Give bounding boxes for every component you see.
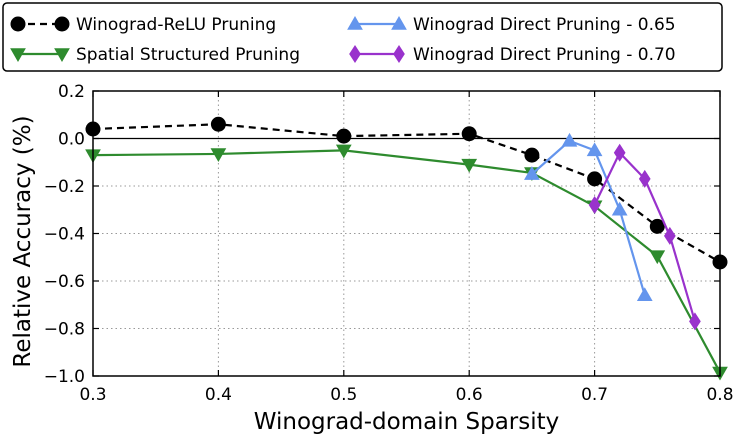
legend-item-2: Spatial Structured Pruning — [10, 45, 300, 65]
data-point — [336, 128, 352, 144]
legend-item-3: Winograd Direct Pruning - 0.65 — [347, 15, 676, 35]
legend-marker — [54, 48, 70, 63]
legend-marker — [349, 45, 361, 63]
y-tick-label: 0.2 — [58, 82, 85, 102]
series-2 — [85, 144, 728, 381]
data-point — [461, 126, 477, 142]
data-point — [335, 144, 352, 159]
x-tick-label: 0.7 — [581, 385, 608, 405]
series-line — [92, 123, 721, 263]
legend-marker — [391, 15, 407, 30]
data-point — [613, 143, 626, 162]
series-line — [92, 149, 721, 373]
y-tick-label: −0.8 — [44, 320, 85, 340]
legend-marker — [347, 15, 363, 30]
series-line — [531, 139, 646, 296]
y-axis-title: Relative Accuracy (%) — [10, 115, 36, 367]
y-tick-label: −0.2 — [44, 177, 85, 197]
y-tick-label: 0.0 — [58, 130, 85, 150]
tick-labels: 0.3 0.4 0.5 0.6 0.7 0.8 0.2 0.0 −0.2 −0.4 −0.6 −0.8… — [44, 82, 734, 405]
data-point — [524, 147, 540, 163]
legend-marker — [10, 16, 26, 32]
data-point — [561, 132, 578, 147]
data-point — [689, 312, 701, 331]
y-tick-label: −0.4 — [44, 225, 85, 245]
series-layer — [85, 116, 728, 381]
data-point — [649, 218, 665, 234]
x-tick-label: 0.5 — [330, 385, 357, 405]
series-3 — [524, 132, 653, 301]
data-point — [611, 201, 628, 216]
x-tick-label: 0.3 — [79, 385, 106, 405]
legend-box — [2, 2, 723, 72]
x-tick-label: 0.6 — [456, 385, 483, 405]
legend-label: Spatial Structured Pruning — [76, 45, 300, 65]
data-point — [649, 250, 666, 265]
data-point — [636, 287, 653, 301]
legend-label: Winograd Direct Pruning - 0.70 — [413, 45, 676, 65]
series-1 — [85, 116, 728, 270]
y-tick-label: −1.0 — [44, 367, 85, 387]
data-point — [586, 142, 603, 157]
y-tick-label: −0.6 — [44, 272, 85, 292]
data-point — [638, 169, 651, 188]
x-axis-title: Winograd-domain Sparsity — [254, 409, 560, 435]
legend-marker — [54, 16, 70, 32]
legend-marker — [10, 48, 26, 63]
legend-label: Winograd Direct Pruning - 0.65 — [413, 15, 676, 35]
data-point — [210, 116, 226, 132]
legend-item-4: Winograd Direct Pruning - 0.70 — [349, 45, 676, 65]
legend-item-1: Winograd-ReLU Pruning — [10, 15, 276, 35]
legend: Winograd-ReLU Pruning Spatial Structured … — [2, 2, 723, 72]
data-point — [663, 226, 676, 245]
x-tick-label: 0.8 — [706, 385, 733, 405]
series-4 — [588, 143, 701, 331]
data-point — [587, 171, 603, 187]
data-point — [524, 166, 540, 180]
x-tick-label: 0.4 — [205, 385, 232, 405]
legend-marker — [393, 45, 405, 63]
data-point — [210, 148, 227, 162]
data-point — [588, 196, 601, 214]
legend-label: Winograd-ReLU Pruning — [76, 15, 276, 35]
data-point — [461, 158, 478, 173]
